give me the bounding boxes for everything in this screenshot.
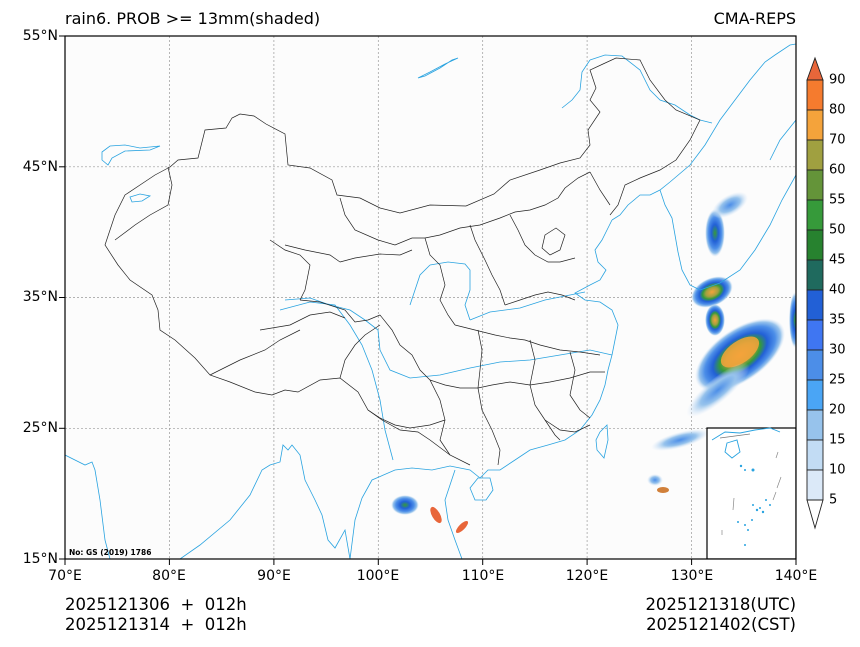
model-name: CMA-REPS	[713, 9, 796, 28]
x-tick-label: 80°E	[152, 568, 186, 584]
valid-time-utc: 2025121318(UTC)	[645, 595, 796, 614]
colorbar-label: 5	[829, 492, 838, 508]
colorbar-label: 35	[829, 312, 846, 328]
colorbar-label: 70	[829, 132, 846, 148]
init-time-utc: 2025121306 + 012h	[65, 595, 247, 614]
y-tick-label: 25°N	[22, 420, 58, 436]
colorbar-label: 55	[829, 192, 846, 208]
y-tick-label: 15°N	[22, 551, 58, 567]
x-tick-label: 120°E	[565, 568, 609, 584]
colorbar-label: 80	[829, 102, 846, 118]
south-china-sea-inset	[706, 427, 796, 559]
precip-shading	[391, 191, 796, 534]
init-time-cst: 2025121314 + 012h	[65, 615, 247, 634]
y-tick-label: 35°N	[22, 289, 58, 305]
init-time-block: 2025121306 + 012h 2025121314 + 012h	[65, 595, 247, 635]
x-tick-label: 130°E	[670, 568, 714, 584]
valid-time-block: 2025121318(UTC) 2025121402(CST)	[645, 595, 796, 635]
colorbar-label: 40	[829, 282, 846, 298]
x-tick-label: 70°E	[48, 568, 82, 584]
map-approval-note: No: GS (2019) 1786	[69, 548, 152, 557]
colorbar-label: 30	[829, 342, 846, 358]
plot-title: rain6. PROB >= 13mm(shaded)	[65, 9, 321, 28]
colorbar-label: 60	[829, 162, 846, 178]
x-tick-label: 140°E	[774, 568, 818, 584]
x-tick-label: 90°E	[257, 568, 291, 584]
colorbar-label: 45	[829, 252, 846, 268]
valid-time-cst: 2025121402(CST)	[646, 615, 796, 634]
colorbar-label: 90	[829, 72, 846, 88]
borders	[104, 57, 701, 466]
axis-ticks	[59, 35, 797, 565]
y-tick-label: 45°N	[22, 159, 58, 175]
x-tick-label: 110°E	[461, 568, 505, 584]
colorbar	[806, 56, 824, 530]
colorbar-label: 20	[829, 402, 846, 418]
y-tick-label: 55°N	[22, 28, 58, 44]
colorbar-label: 50	[829, 222, 846, 238]
colorbar-label: 25	[829, 372, 846, 388]
colorbar-label: 15	[829, 432, 846, 448]
colorbar-label: 10	[829, 462, 846, 478]
coastlines	[65, 43, 796, 559]
x-tick-label: 100°E	[356, 568, 400, 584]
